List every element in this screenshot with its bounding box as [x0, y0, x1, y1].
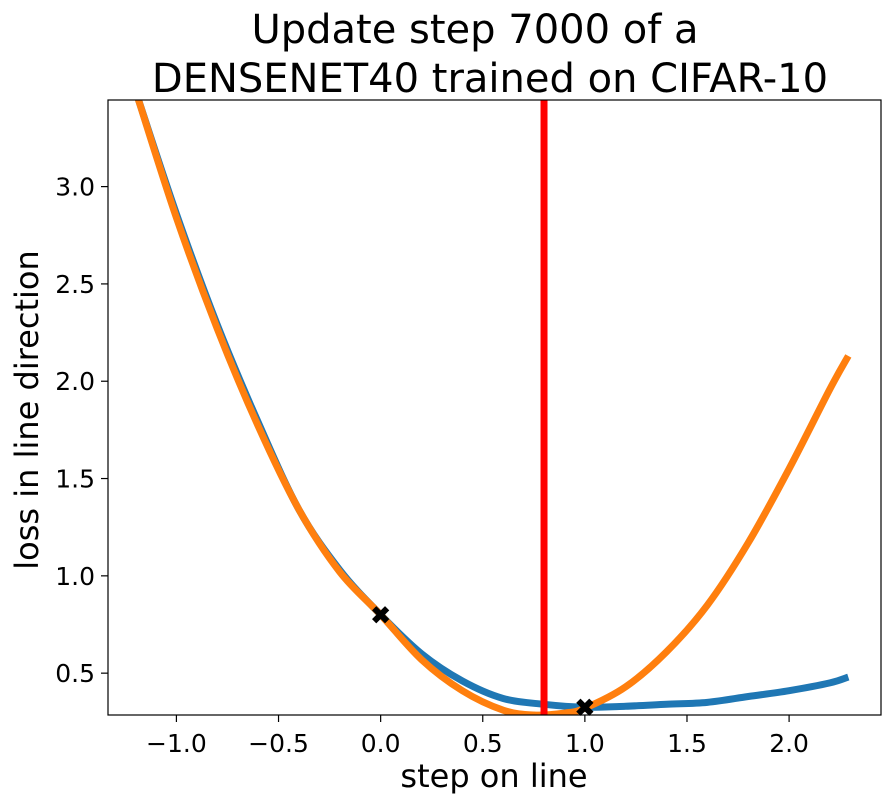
- x-tick-label: 1.5: [667, 729, 707, 758]
- x-tick-label: 0.0: [361, 729, 401, 758]
- y-tick-label: 0.5: [55, 659, 95, 688]
- chart-title-line-2: DENSENET40 trained on CIFAR-10: [152, 56, 828, 102]
- data-marker-2: [576, 698, 594, 716]
- x-tick-label: 1.0: [565, 729, 605, 758]
- y-axis-label: loss in line direction: [8, 250, 46, 569]
- y-axis-ticks: 0.5 1.0 1.5 2.0 2.5 3.0: [55, 173, 108, 688]
- x-tick-label: −1.0: [146, 729, 207, 758]
- y-tick-label: 3.0: [55, 173, 95, 202]
- x-tick-label: 0.5: [463, 729, 503, 758]
- y-tick-label: 1.0: [55, 562, 95, 591]
- x-axis-ticks: −1.0 −0.5 0.0 0.5 1.0 1.5 2.0: [146, 715, 809, 758]
- y-tick-label: 2.0: [55, 367, 95, 396]
- plot-markers: [372, 606, 594, 716]
- plot-series: [134, 100, 852, 715]
- plot-frame: [107, 99, 882, 716]
- data-marker-1: [372, 606, 390, 624]
- y-tick-label: 2.5: [55, 270, 95, 299]
- chart-title-line-1: Update step 7000 of a: [251, 7, 698, 53]
- x-tick-label: 2.0: [769, 729, 809, 758]
- x-axis-label: step on line: [400, 757, 587, 795]
- x-tick-label: −0.5: [248, 729, 309, 758]
- series-line-2: [134, 100, 852, 715]
- y-tick-label: 1.5: [55, 465, 95, 494]
